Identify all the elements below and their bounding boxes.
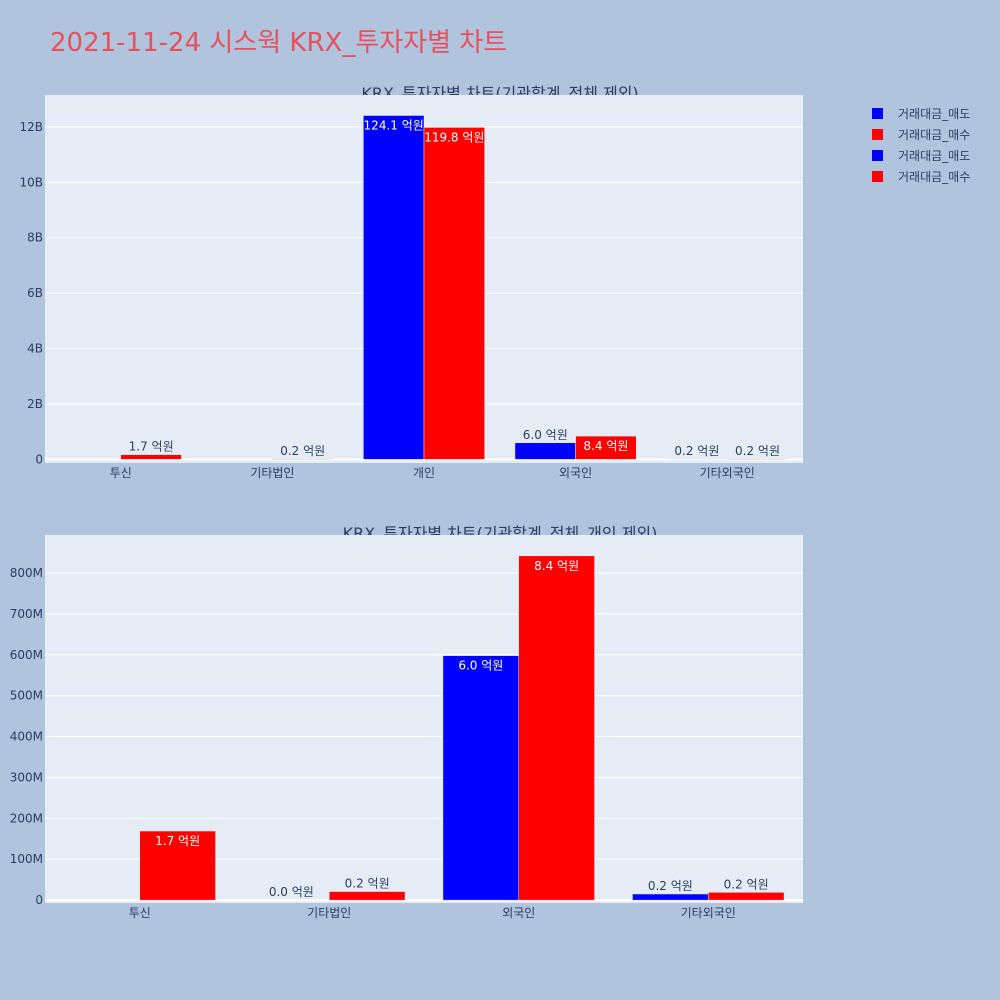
bar xyxy=(514,442,576,460)
legend-label: 거래대금_매수 xyxy=(898,128,971,142)
data-label: 0.0 억원 xyxy=(269,885,314,899)
y-tick-label: 12B xyxy=(19,120,43,134)
data-label: 119.8 억원 xyxy=(424,130,484,144)
legend-swatch xyxy=(872,171,883,182)
legend-item-sell[interactable]: 거래대금_매도 xyxy=(872,145,970,166)
data-label: 0.2 억원 xyxy=(735,444,780,458)
data-label: 0.2 억원 xyxy=(674,444,719,458)
bar xyxy=(139,830,216,901)
y-tick-label: 100M xyxy=(10,852,43,866)
x-tick-label: 기타외국인 xyxy=(681,906,736,920)
y-tick-label: 500M xyxy=(10,689,43,703)
y-tick-label: 0 xyxy=(35,452,43,466)
x-tick-label: 투신 xyxy=(110,466,132,480)
data-label: 8.4 억원 xyxy=(583,439,628,453)
bar xyxy=(708,892,785,901)
legend-swatch xyxy=(872,108,883,119)
y-tick-label: 10B xyxy=(19,175,43,189)
x-tick-label: 기타법인 xyxy=(250,466,294,480)
data-label: 8.4 억원 xyxy=(534,559,579,573)
x-tick-label: 투신 xyxy=(129,906,151,920)
data-label: 1.7 억원 xyxy=(129,440,174,454)
legend-item-sell[interactable]: 거래대금_매도 xyxy=(872,103,970,124)
data-label: 0.2 억원 xyxy=(648,879,693,893)
bar xyxy=(363,115,425,460)
x-tick-label: 기타법인 xyxy=(307,906,351,920)
y-tick-label: 8B xyxy=(27,231,43,245)
legend-label: 거래대금_매도 xyxy=(898,107,971,121)
bar xyxy=(442,655,520,901)
y-tick-label: 2B xyxy=(27,397,43,411)
x-tick-label: 외국인 xyxy=(502,906,535,920)
legend-swatch xyxy=(872,129,883,140)
x-tick-label: 기타외국인 xyxy=(700,466,755,480)
y-tick-label: 800M xyxy=(10,566,43,580)
y-tick-label: 700M xyxy=(10,607,43,621)
bar xyxy=(120,454,182,460)
bar xyxy=(423,127,485,460)
x-tick-label: 외국인 xyxy=(559,466,592,480)
y-tick-label: 200M xyxy=(10,811,43,825)
x-tick-label: 개인 xyxy=(413,466,435,480)
data-label: 124.1 억원 xyxy=(364,119,424,133)
legend-item-buy[interactable]: 거래대금_매수 xyxy=(872,166,970,187)
data-label: 0.2 억원 xyxy=(724,877,769,891)
bar xyxy=(632,893,709,901)
y-tick-label: 4B xyxy=(27,342,43,356)
legend-label: 거래대금_매수 xyxy=(898,170,971,184)
y-tick-label: 600M xyxy=(10,648,43,662)
legend-swatch xyxy=(872,150,883,161)
bar xyxy=(726,458,789,460)
bar xyxy=(272,458,334,460)
bar xyxy=(575,435,637,460)
y-tick-label: 400M xyxy=(10,730,43,744)
y-tick-label: 6B xyxy=(27,286,43,300)
bar xyxy=(329,891,406,901)
data-label: 1.7 억원 xyxy=(155,834,200,848)
page-title: 2021-11-24 시스웍 KRX_투자자별 차트 xyxy=(50,28,508,58)
data-label: 0.2 억원 xyxy=(280,444,325,458)
legend: 거래대금_매도 거래대금_매수 거래대금_매도 거래대금_매수 xyxy=(872,103,970,187)
data-label: 0.2 억원 xyxy=(345,877,390,891)
legend-label: 거래대금_매도 xyxy=(898,149,971,163)
data-label: 6.0 억원 xyxy=(523,428,568,442)
bar xyxy=(518,555,595,901)
y-tick-label: 0 xyxy=(35,893,43,907)
data-label: 6.0 억원 xyxy=(458,659,503,673)
legend-item-buy[interactable]: 거래대금_매수 xyxy=(872,124,970,145)
y-tick-label: 300M xyxy=(10,770,43,784)
